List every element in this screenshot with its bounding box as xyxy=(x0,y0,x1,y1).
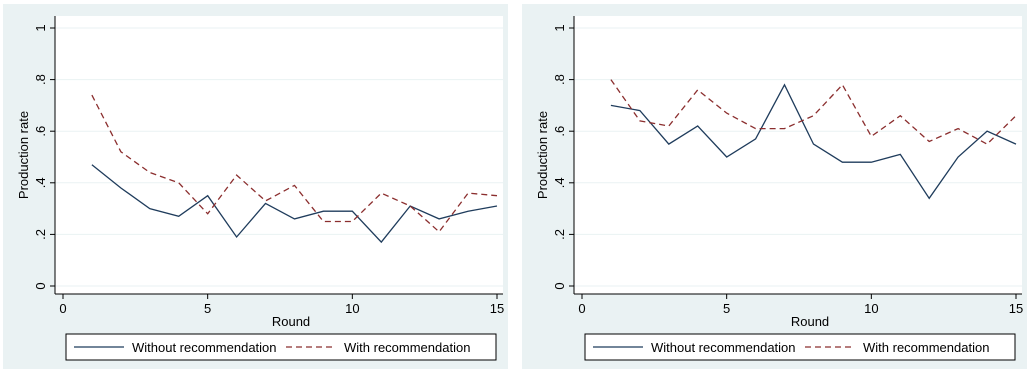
plot-area xyxy=(574,16,1022,294)
chart-panel-right: 0.2.4.6.8 1 0 5 10 15 Round Production rate With… xyxy=(522,4,1027,369)
series-line-without-recommendation xyxy=(610,83,1017,200)
y-tick-label: 1 xyxy=(552,24,567,31)
x-tick-label: 5 xyxy=(723,301,730,316)
x-tick-label: 5 xyxy=(204,301,211,316)
x-axis-title: Round xyxy=(791,314,829,329)
series-line-with-recommendation xyxy=(91,94,498,233)
x-tick-label: 15 xyxy=(1009,301,1023,316)
legend-box xyxy=(584,333,1016,361)
y-tick-label: .2 xyxy=(552,229,567,240)
y-tick-label: .8 xyxy=(552,74,567,85)
y-tick-label: .6 xyxy=(33,126,48,137)
x-axis-title: Round xyxy=(272,314,310,329)
chart-panel-left: 0.2.4.6.8 1 0 5 10 15 Round Production rate With… xyxy=(3,4,508,369)
y-axis-title: Production rate xyxy=(535,111,550,199)
legend-label: Without recommendation xyxy=(132,340,277,355)
y-tick-label: .8 xyxy=(33,74,48,85)
legend-label: With recommendation xyxy=(863,340,989,355)
y-tick-label: 0 xyxy=(33,282,48,289)
y-tick-label: 1 xyxy=(33,24,48,31)
y-tick-label: .6 xyxy=(552,126,567,137)
legend-label: With recommendation xyxy=(344,340,470,355)
legend-label: Without recommendation xyxy=(651,340,796,355)
x-tick-label: 0 xyxy=(59,301,66,316)
y-tick-label: .4 xyxy=(552,177,567,188)
legend-box xyxy=(65,333,497,361)
x-tick-label: 0 xyxy=(578,301,585,316)
y-tick-label: .2 xyxy=(33,229,48,240)
series-line-without-recommendation xyxy=(91,164,498,244)
x-tick-label: 15 xyxy=(490,301,504,316)
series-line-with-recommendation xyxy=(610,79,1017,145)
y-axis-title: Production rate xyxy=(16,111,31,199)
x-tick-label: 10 xyxy=(345,301,359,316)
y-tick-label: .4 xyxy=(33,177,48,188)
y-tick-label: 0 xyxy=(552,282,567,289)
x-tick-label: 10 xyxy=(864,301,878,316)
plot-area xyxy=(55,16,503,294)
